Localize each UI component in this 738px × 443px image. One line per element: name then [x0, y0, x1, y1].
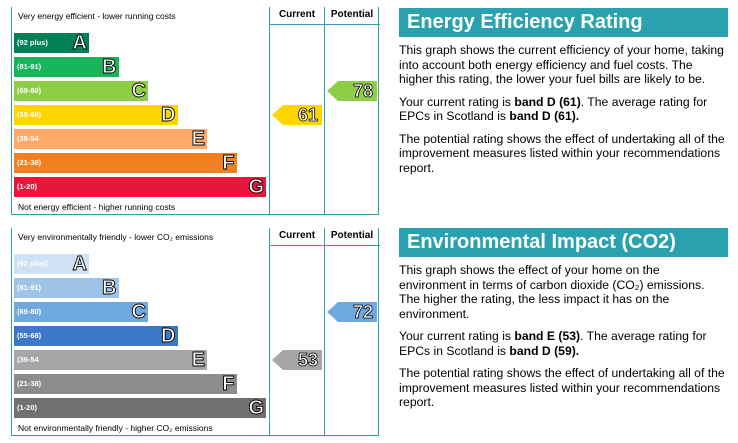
- band-g: (1-20) G: [14, 397, 266, 420]
- band-letter: C: [131, 80, 146, 103]
- band-letter: F: [222, 152, 235, 175]
- band-letter: A: [72, 253, 87, 276]
- band-d: (55-68) D: [14, 325, 178, 348]
- bottom-caption: Not energy efficient - higher running co…: [18, 202, 176, 212]
- top-caption: Very environmentally friendly - lower CO…: [18, 232, 214, 242]
- environment-info-panel: Environmental Impact (CO2) Rating This g…: [399, 228, 728, 410]
- current-header: Current: [269, 228, 325, 246]
- band-a: (92 plus) A: [14, 253, 89, 276]
- potential-header: Potential: [324, 228, 380, 246]
- potential-rating-arrow: 72: [327, 302, 377, 322]
- arrow-shape: [327, 302, 377, 322]
- arrow-shape: [327, 81, 377, 101]
- band-range-label: (1-20): [17, 182, 38, 191]
- potential-column-divider: [324, 7, 325, 214]
- band-b: (81-91) B: [14, 56, 119, 79]
- current-column-divider: [269, 228, 270, 435]
- band-f: (21-38) F: [14, 373, 237, 396]
- potential-rating-value: 72: [352, 302, 374, 323]
- env-paragraph-2: Your current rating is band E (53). The …: [399, 329, 707, 358]
- band-letter: G: [248, 176, 264, 199]
- band-range-label: (81-91): [17, 283, 42, 292]
- band-c: (69-80) C: [14, 80, 148, 103]
- top-caption: Very energy efficient - lower running co…: [18, 11, 176, 21]
- potential-rating-arrow: 78: [327, 81, 377, 101]
- current-header: Current: [269, 7, 325, 25]
- current-rating-arrow: 53: [272, 350, 322, 370]
- env-paragraph-3: The potential rating shows the effect of…: [399, 366, 725, 409]
- band-range-label: (81-91): [17, 62, 42, 71]
- band-letter: E: [191, 349, 205, 372]
- band-range-label: (1-20): [17, 403, 38, 412]
- band-g: (1-20) G: [14, 176, 266, 199]
- potential-column-divider: [324, 228, 325, 435]
- band-range-label: (55-68): [17, 331, 42, 340]
- band-range-label: (69-80): [17, 307, 42, 316]
- energy-paragraph-3: The potential rating shows the effect of…: [399, 131, 725, 175]
- current-rating-arrow: 61: [272, 105, 322, 125]
- band-range-label: (21-38): [17, 158, 42, 167]
- current-rating-value: 61: [297, 105, 319, 126]
- energy-info-panel: Energy Efficiency Rating This graph show…: [399, 8, 728, 175]
- band-b: (81-91) B: [14, 277, 119, 300]
- band-letter: G: [248, 397, 264, 420]
- band-c: (69-80) C: [14, 301, 148, 324]
- energy-paragraph-1: This graph shows the current efficiency …: [399, 43, 724, 86]
- band-letter: B: [102, 56, 117, 79]
- arrow-shape: [272, 350, 322, 370]
- environmental-impact-chart: Current Potential Very environmentally f…: [11, 228, 380, 436]
- energy-paragraph-2: Your current rating is band D (61). The …: [399, 94, 708, 124]
- band-letter: A: [72, 32, 87, 55]
- bottom-caption: Not environmentally friendly - higher CO…: [18, 423, 213, 433]
- current-rating-value: 53: [297, 350, 319, 371]
- band-range-label: (55-68): [17, 110, 42, 119]
- potential-rating-value: 78: [352, 81, 374, 102]
- band-e: (39-54 E: [14, 349, 207, 372]
- energy-rating-chart: Current Potential Very energy efficient …: [11, 7, 380, 215]
- band-range-label: (39-54: [17, 134, 39, 143]
- arrow-shape: [272, 105, 322, 125]
- band-letter: D: [161, 104, 176, 127]
- band-letter: F: [222, 373, 235, 396]
- band-range-label: (92 plus): [17, 259, 48, 268]
- band-range-label: (39-54: [17, 355, 39, 364]
- band-e: (39-54 E: [14, 128, 207, 151]
- band-range-label: (21-38): [17, 379, 42, 388]
- current-column-divider: [269, 7, 270, 214]
- energy-panel-title: Energy Efficiency Rating: [399, 8, 728, 37]
- band-letter: C: [131, 301, 146, 324]
- band-letter: D: [161, 325, 176, 348]
- band-range-label: (69-80): [17, 86, 42, 95]
- band-d: (55-68) D: [14, 104, 178, 127]
- band-a: (92 plus) A: [14, 32, 89, 55]
- potential-header: Potential: [324, 7, 380, 25]
- band-letter: B: [102, 277, 117, 300]
- band-letter: E: [191, 128, 205, 151]
- env-panel-title: Environmental Impact (CO2) Rating: [399, 228, 728, 282]
- band-range-label: (92 plus): [17, 38, 48, 47]
- env-paragraph-1: This graph shows the effect of your home…: [399, 263, 705, 321]
- band-f: (21-38) F: [14, 152, 237, 175]
